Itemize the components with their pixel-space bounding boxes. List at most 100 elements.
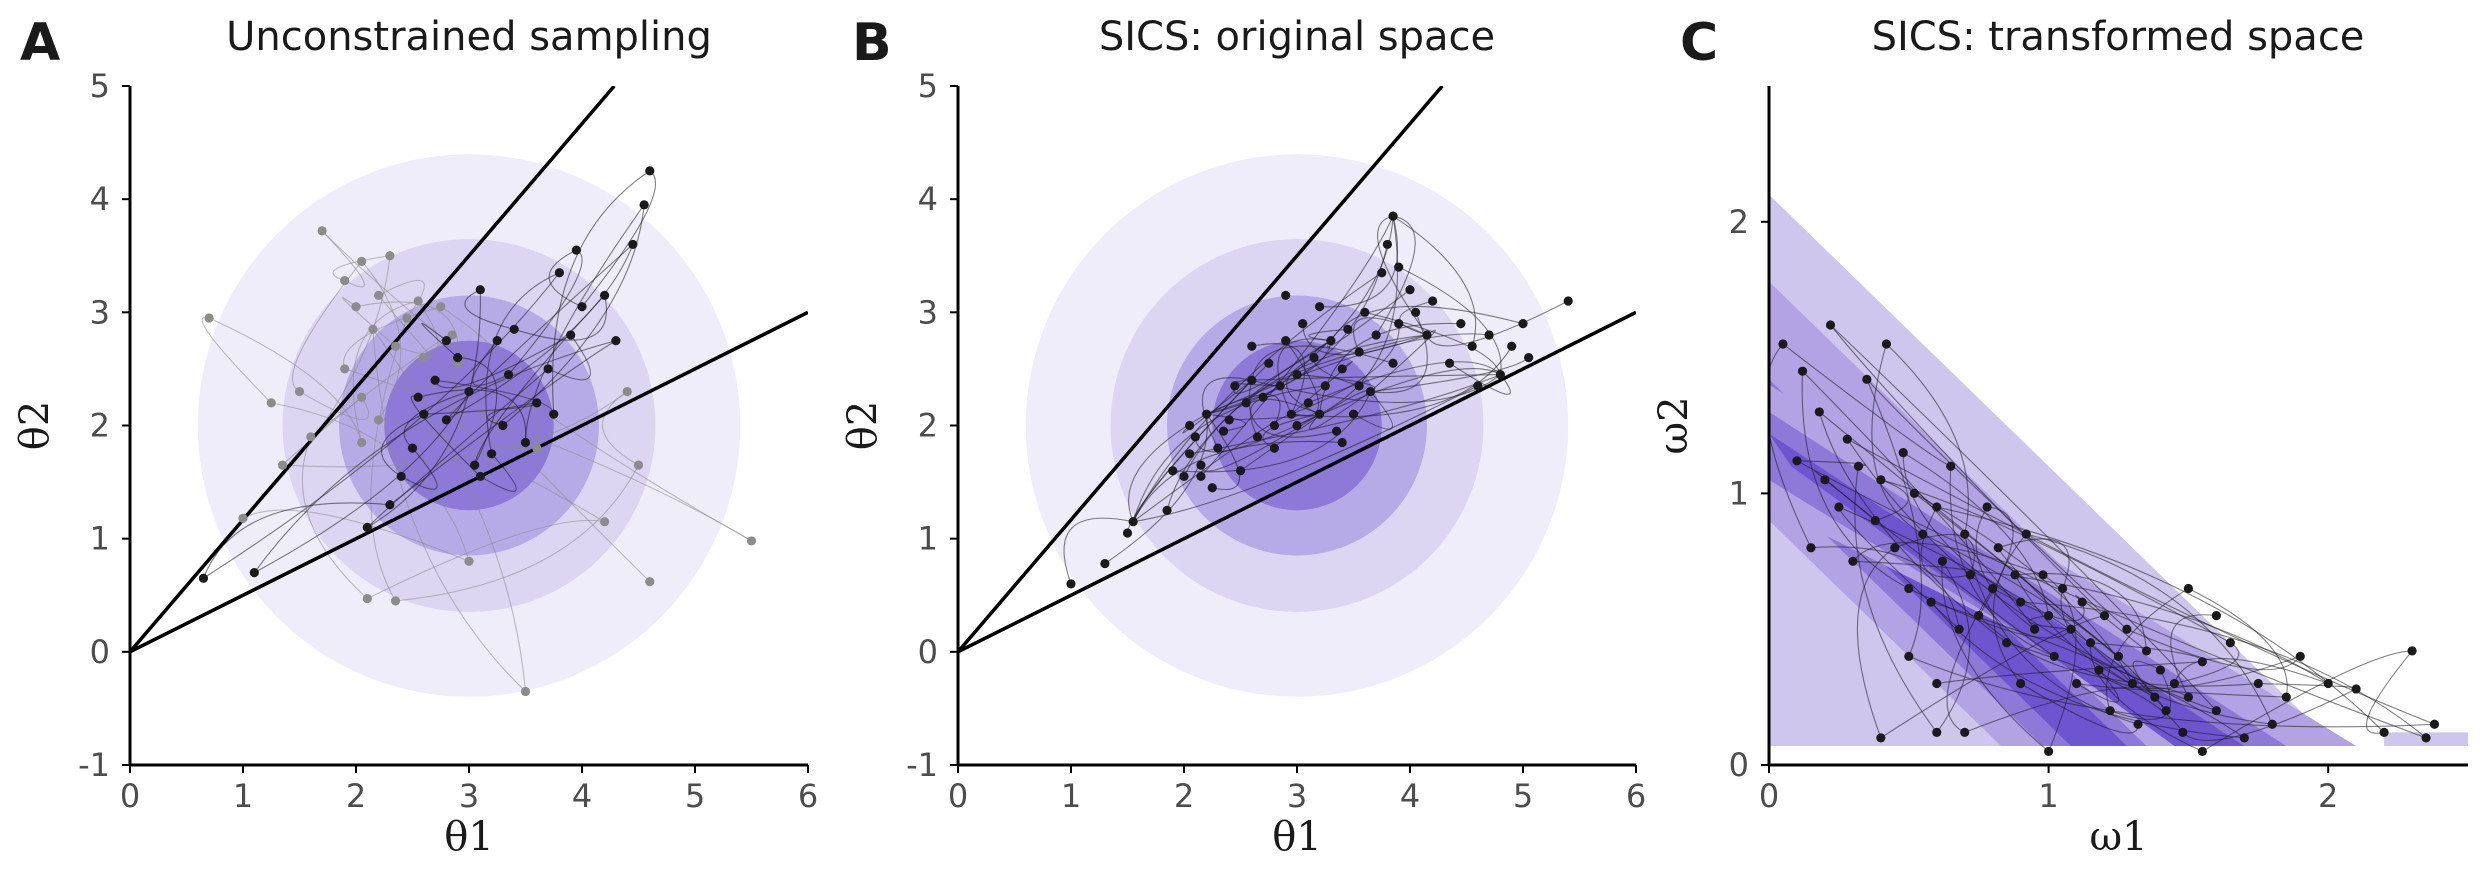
data-point	[1946, 461, 1956, 471]
trajectory-line	[1814, 470, 1876, 521]
data-point	[1213, 443, 1223, 453]
data-point	[2407, 646, 2417, 656]
trajectory-line	[2026, 533, 2273, 725]
data-point	[1820, 475, 1830, 485]
data-point	[2021, 529, 2031, 539]
trajectory-line	[202, 502, 390, 579]
data-point	[1960, 727, 1970, 738]
data-point	[1269, 443, 1279, 453]
trajectory-line	[1245, 334, 1428, 404]
plot-area	[130, 86, 808, 697]
data-point	[1484, 330, 1494, 340]
trajectory-line	[1866, 378, 2128, 630]
x-tick-label: 1	[1061, 777, 1081, 815]
data-point	[622, 386, 632, 397]
trajectory-line	[1330, 305, 1524, 341]
data-point	[1241, 398, 1251, 408]
data-point	[2267, 719, 2277, 729]
trajectory-line	[2202, 650, 2413, 752]
panel-c: 0 1 2 0 1 2 SICS: transformed space Cω1 ω2	[1651, 13, 2468, 860]
data-point	[566, 330, 576, 340]
data-point	[2155, 665, 2166, 675]
trajectory-line	[1251, 374, 1501, 381]
data-point	[2127, 678, 2138, 689]
data-point	[645, 577, 655, 587]
data-point	[1354, 347, 1364, 357]
data-point	[1444, 358, 1455, 368]
data-point	[1365, 386, 1376, 397]
trajectory-line	[440, 306, 539, 449]
trajectory-line	[1824, 479, 2055, 657]
data-point	[628, 239, 638, 250]
data-point	[2122, 624, 2132, 634]
data-point	[2197, 657, 2207, 667]
trajectory-line	[1964, 534, 2139, 725]
data-point	[362, 522, 372, 532]
data-point	[2016, 678, 2026, 689]
data-point	[2421, 733, 2431, 743]
y-tick-label: 5	[90, 67, 110, 105]
plot-area	[1769, 194, 2468, 757]
data-point	[1876, 475, 1886, 485]
data-point	[306, 432, 316, 442]
data-point	[2010, 570, 2020, 580]
trajectory-line	[1133, 385, 1479, 523]
trajectory-line	[403, 391, 470, 449]
data-point	[1918, 529, 1928, 539]
trajectory-line	[395, 300, 439, 355]
data-point	[447, 330, 457, 340]
data-point	[2150, 692, 2160, 702]
data-point	[2197, 746, 2207, 757]
x-tick-label: 1	[2038, 777, 2058, 815]
trajectory-line	[418, 389, 527, 443]
data-point	[645, 166, 655, 176]
trajectory-line	[548, 249, 583, 308]
data-point	[1876, 733, 1886, 743]
data-point	[340, 276, 350, 286]
constraint-line	[130, 86, 616, 653]
data-point	[1394, 319, 1404, 329]
trajectory-line	[1277, 338, 1331, 415]
panel-letter: B	[852, 13, 892, 73]
data-point	[639, 200, 649, 210]
data-point	[419, 353, 429, 363]
x-tick-label: 4	[1400, 777, 1420, 815]
data-point	[1890, 543, 1900, 553]
y-tick-label: 1	[90, 520, 110, 558]
trajectory-line	[378, 279, 425, 319]
data-point	[2351, 684, 2361, 694]
density-ring	[384, 340, 554, 511]
trajectory-line	[1830, 324, 2105, 617]
data-point	[549, 409, 559, 419]
data-point	[1473, 381, 1483, 391]
trajectory-line	[1399, 300, 1433, 336]
data-point	[1825, 320, 1836, 330]
data-point	[503, 369, 514, 380]
data-point	[2044, 611, 2054, 621]
data-point	[1100, 558, 1110, 569]
data-point	[2211, 706, 2221, 716]
data-point	[2049, 651, 2059, 661]
data-point	[1382, 239, 1392, 250]
trajectory-line	[1370, 357, 1530, 393]
x-tick-label: 2	[2318, 777, 2338, 815]
data-point	[198, 573, 209, 583]
data-point	[2030, 624, 2040, 634]
data-point	[204, 313, 214, 323]
trajectory-line	[1286, 357, 1320, 415]
trajectory-line	[1201, 377, 1252, 449]
data-point	[1797, 366, 1808, 376]
trajectory-line	[372, 329, 526, 692]
data-point	[1909, 488, 1919, 498]
data-point	[532, 443, 542, 453]
trajectory-line	[332, 255, 390, 282]
trajectory-line	[355, 301, 459, 364]
x-tick-label: 1	[233, 777, 253, 815]
trajectory-line	[474, 294, 606, 466]
trajectory-line	[1949, 466, 2055, 657]
data-point	[611, 336, 621, 346]
data-point	[1507, 341, 1517, 351]
data-point	[1320, 381, 1330, 391]
trajectory-line	[271, 402, 470, 562]
trajectory-line	[1398, 266, 1502, 375]
